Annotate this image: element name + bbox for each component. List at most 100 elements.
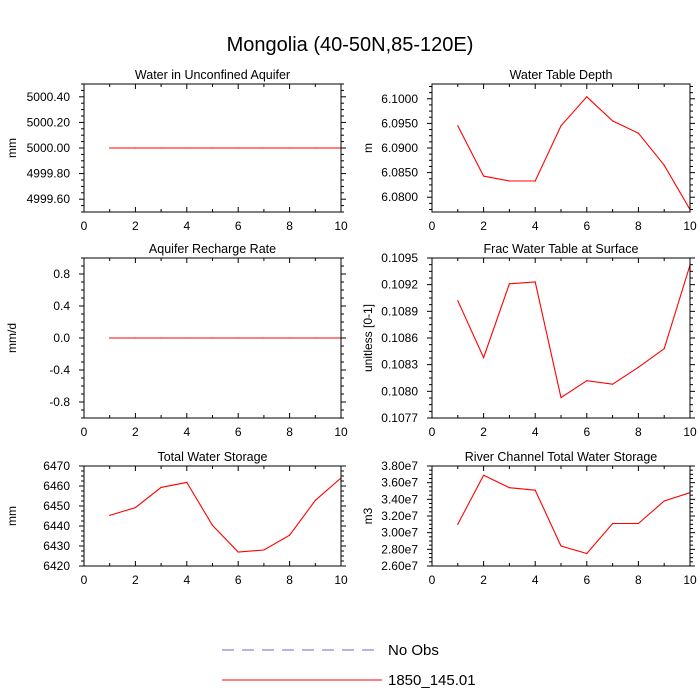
plot-frame — [431, 465, 691, 567]
x-tick-label: 6 — [583, 425, 590, 439]
x-tick-label: 6 — [235, 425, 242, 439]
y-tick-label: 3.60e7 — [381, 476, 418, 490]
x-tick-label: 0 — [81, 573, 88, 587]
y-tick-label: 5000.40 — [27, 90, 71, 104]
x-tick-label: 4 — [532, 425, 539, 439]
y-tick-label: 5000.20 — [27, 115, 71, 129]
y-tick-label: 0.1086 — [381, 331, 418, 345]
plot-frame — [431, 83, 691, 213]
data-point — [109, 514, 111, 517]
x-tick-label: 2 — [132, 425, 139, 439]
y-tick-label: 2.60e7 — [381, 559, 418, 573]
y-axis-label: mm/d — [5, 323, 19, 353]
data-point — [109, 147, 111, 149]
series-line — [457, 264, 691, 399]
data-point — [586, 552, 588, 555]
data-point — [663, 164, 665, 166]
data-point — [263, 147, 265, 149]
panel-2: Water Table Depth m 0 2 4 6 8 10 6.0800 6.0850 6.0… — [361, 68, 697, 233]
data-point — [237, 551, 239, 553]
x-tick-label: 4 — [183, 573, 190, 587]
data-point — [534, 180, 536, 182]
data-point — [637, 522, 640, 525]
plot-frame — [83, 83, 342, 213]
y-tick-label: 2.80e7 — [381, 542, 418, 556]
data-point — [457, 300, 459, 302]
y-tick-label: 0.1089 — [381, 304, 418, 318]
panel-title: Frac Water Table at Surface — [484, 242, 639, 256]
data-point — [457, 523, 459, 525]
x-tick-label: 10 — [683, 573, 697, 587]
x-tick-label: 0 — [81, 425, 88, 439]
data-point — [263, 549, 265, 551]
data-point — [483, 175, 485, 177]
x-tick-label: 6 — [583, 219, 590, 233]
data-point — [314, 337, 316, 339]
y-axis-label: unitless [0-1] — [361, 304, 375, 372]
y-tick-label: 0.0 — [53, 331, 70, 345]
data-point — [457, 125, 459, 127]
legend: No Obs 1850_145.01 — [222, 642, 476, 689]
y-tick-label: 5000.00 — [27, 141, 71, 155]
data-point — [612, 120, 614, 122]
series-line — [457, 474, 691, 555]
y-tick-label: 6430 — [43, 539, 70, 553]
data-point — [186, 337, 188, 339]
series-line — [109, 477, 342, 553]
x-tick-label: 0 — [429, 219, 436, 233]
y-tick-label: 4999.60 — [27, 192, 71, 206]
data-point — [508, 180, 510, 182]
plot-frame — [83, 465, 342, 567]
data-point — [134, 507, 136, 509]
data-point — [586, 96, 588, 98]
x-tick-label: 4 — [532, 573, 539, 587]
y-tick-label: 6.0900 — [381, 141, 418, 155]
series-line — [457, 96, 691, 210]
y-tick-label: -0.8 — [49, 395, 70, 409]
data-point — [483, 474, 485, 476]
panels: Water in Unconfined Aquifer mm 0 2 4 6 8 10 4999… — [5, 68, 697, 587]
x-tick-label: 2 — [132, 573, 139, 587]
x-tick-label: 8 — [286, 573, 293, 587]
data-point — [637, 132, 640, 134]
y-tick-label: 3.00e7 — [381, 526, 418, 540]
data-point — [663, 500, 665, 502]
panel-title: River Channel Total Water Storage — [465, 450, 658, 464]
data-point — [237, 337, 239, 339]
x-tick-label: 10 — [334, 219, 348, 233]
data-point — [612, 383, 614, 385]
x-tick-label: 2 — [480, 425, 487, 439]
x-tick-label: 8 — [286, 425, 293, 439]
y-tick-label: 6420 — [43, 559, 70, 573]
data-point — [186, 481, 188, 483]
panel-title: Water in Unconfined Aquifer — [135, 68, 290, 82]
x-tick-label: 4 — [183, 425, 190, 439]
panel-6: River Channel Total Water Storage m3 0 2 4 6 8… — [361, 450, 697, 587]
y-axis-label: mm — [5, 506, 19, 526]
y-tick-label: 6440 — [43, 519, 70, 533]
y-axis-label: m3 — [361, 507, 375, 524]
y-tick-label: 3.20e7 — [381, 509, 418, 523]
y-tick-label: 6.0850 — [381, 166, 418, 180]
data-point — [560, 545, 562, 547]
data-point — [483, 356, 485, 359]
y-tick-label: 0.1095 — [381, 251, 418, 265]
x-tick-label: 10 — [334, 573, 348, 587]
x-tick-label: 0 — [429, 425, 436, 439]
data-point — [134, 147, 136, 149]
y-tick-label: 0.1077 — [381, 411, 418, 425]
y-tick-label: -0.4 — [49, 363, 70, 377]
x-tick-label: 0 — [429, 573, 436, 587]
data-point — [289, 147, 291, 149]
panel-title: Water Table Depth — [510, 68, 613, 82]
y-tick-label: 0.4 — [53, 299, 70, 313]
data-point — [560, 396, 562, 399]
x-tick-label: 8 — [286, 219, 293, 233]
data-point — [534, 489, 536, 491]
page-title: Mongolia (40-50N,85-120E) — [227, 34, 474, 56]
data-point — [237, 147, 239, 149]
x-tick-label: 0 — [81, 219, 88, 233]
y-tick-label: 4999.80 — [27, 167, 71, 181]
legend-label-1: No Obs — [388, 642, 439, 659]
data-point — [160, 486, 162, 488]
